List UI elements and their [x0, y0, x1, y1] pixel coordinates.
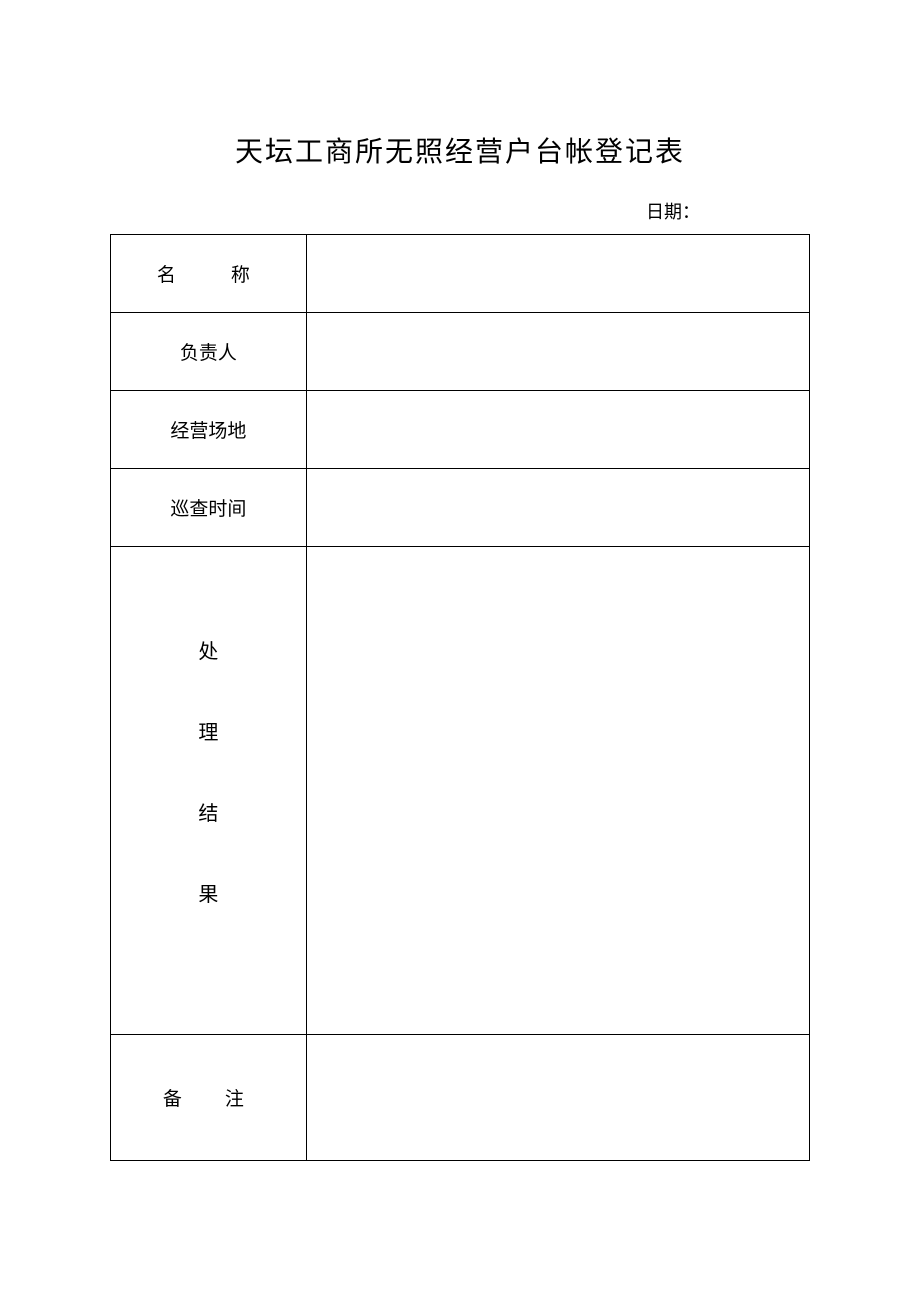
result-char-2: 理 [198, 716, 218, 745]
document-title: 天坛工商所无照经营户台帐登记表 [110, 130, 810, 170]
value-result [306, 547, 809, 1035]
table-row-name: 名 称 [111, 235, 810, 313]
table-row-inspection-time: 巡查时间 [111, 469, 810, 547]
label-name: 名 称 [111, 235, 307, 313]
result-char-4: 果 [198, 878, 218, 907]
registration-form-table: 名 称 负责人 经营场地 巡查时间 处 理 结 果 [110, 234, 810, 1161]
label-location: 经营场地 [111, 391, 307, 469]
page-container: 天坛工商所无照经营户台帐登记表 日期： 名 称 负责人 经营场地 巡查时间 处 … [0, 0, 920, 1161]
result-char-1: 处 [198, 635, 218, 664]
label-result: 处 理 结 果 [111, 547, 307, 1035]
value-name [306, 235, 809, 313]
value-location [306, 391, 809, 469]
value-inspection-time [306, 469, 809, 547]
value-responsible [306, 313, 809, 391]
table-row-result: 处 理 结 果 [111, 547, 810, 1035]
label-inspection-time: 巡查时间 [111, 469, 307, 547]
date-label: 日期： [110, 198, 810, 224]
table-row-location: 经营场地 [111, 391, 810, 469]
vertical-label-container: 处 理 结 果 [121, 635, 296, 947]
table-row-responsible: 负责人 [111, 313, 810, 391]
label-remark: 备 注 [111, 1035, 307, 1161]
table-row-remark: 备 注 [111, 1035, 810, 1161]
value-remark [306, 1035, 809, 1161]
result-char-3: 结 [198, 797, 218, 826]
label-responsible: 负责人 [111, 313, 307, 391]
